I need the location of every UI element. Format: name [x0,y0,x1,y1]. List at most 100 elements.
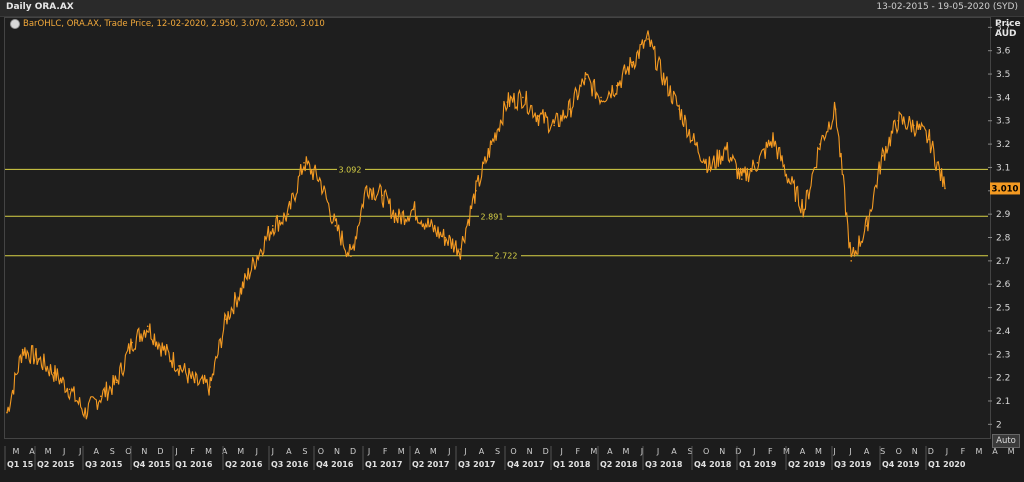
x-month-label: A [415,447,421,456]
x-month-label: D [735,447,741,456]
x-month-label: A [286,447,292,456]
price-point [412,208,415,211]
price-point [240,288,243,290]
legend-toggle-icon[interactable] [10,19,20,29]
price-point [303,161,305,164]
x-month-label: D [543,447,549,456]
price-point [350,255,352,257]
y-tick-label: 2.5 [996,304,1010,314]
x-quarter-label: Q3 2015 [85,460,123,469]
price-point [772,138,774,141]
price-point [584,77,587,80]
x-month-label: A [607,447,613,456]
x-month-label: J [271,447,274,456]
y-tick-label: 3.6 [996,47,1011,57]
price-point [506,101,509,103]
x-month-label: J [656,447,659,456]
x-month-label: O [318,447,324,456]
y-tick-label: 2.4 [996,327,1011,337]
x-month-label: M [976,447,983,456]
hline-label: 2.891 [481,212,504,221]
x-month-label: J [832,447,835,456]
x-quarter-label: Q1 2020 [928,460,966,469]
x-quarter-label: Q1 2017 [365,460,402,469]
y-axis-title: Price AUD [995,19,1021,39]
price-point [600,96,602,99]
price-point [553,124,555,127]
x-month-label: J [255,447,258,456]
price-point [897,119,899,122]
x-quarter-label: Q2 2019 [788,460,826,469]
y-tick-label: 2.9 [996,210,1011,220]
y-tick-label: 3.4 [996,93,1011,103]
x-month-label: J [447,447,450,456]
x-month-label: A [992,447,998,456]
x-month-label: M [13,447,20,456]
price-point [287,213,290,215]
price-point [694,143,696,145]
x-month-label: D [928,447,934,456]
x-month-label: F [383,447,388,456]
y-tick-label: 2.1 [996,397,1010,407]
legend[interactable]: BarOHLC, ORA.AX, Trade Price, 12-02-2020… [10,19,325,29]
x-month-label: N [141,447,147,456]
legend-text: BarOHLC, ORA.AX, Trade Price, 12-02-2020… [23,19,325,29]
price-point [162,348,165,351]
plot-area[interactable] [4,17,991,439]
price-point [68,388,71,391]
price-point [912,124,915,127]
x-month-label: M [205,447,212,456]
y-tick-label: 2.7 [996,257,1010,267]
y-tick-label: 3.1 [996,163,1010,173]
x-month-label: D [350,447,356,456]
price-point [881,154,884,157]
price-point [365,185,368,187]
x-month-label: M [1008,447,1015,456]
price-point [490,143,493,145]
x-quarter-label: Q1 2019 [739,460,777,469]
x-month-label: N [527,447,533,456]
x-month-label: J [945,447,948,456]
x-month-label: M [398,447,405,456]
y-tick-label: 3.5 [996,70,1010,80]
x-month-label: D [157,447,163,456]
y-tick-label: 2.8 [996,234,1011,244]
price-point [725,147,727,150]
price-point [271,225,274,227]
x-month-label: M [590,447,597,456]
price-point [850,260,852,262]
x-month-label: O [510,447,516,456]
price-point [193,381,196,384]
x-month-label: A [800,447,806,456]
x-month-label: N [912,447,918,456]
y-tick-label: 3.3 [996,117,1010,127]
window-title: Daily ORA.AX [6,2,74,12]
price-point [37,358,40,360]
x-month-label: M [45,447,52,456]
x-month-label: M [815,447,822,456]
x-month-label: S [880,447,885,456]
x-month-label: A [864,447,870,456]
x-month-label: A [671,447,677,456]
auto-scale-button[interactable]: Auto [992,434,1020,448]
price-point [803,208,806,211]
price-point [647,38,649,40]
x-month-label: A [222,447,228,456]
price-point [944,187,946,190]
x-quarter-label: Q3 2018 [645,460,683,469]
price-point [178,365,180,367]
x-month-label: O [125,447,131,456]
y-tick-label: 3.7 [996,23,1010,33]
price-point [225,318,227,321]
price-point [334,225,337,227]
x-month-label: A [479,447,485,456]
x-month-label: J [560,447,563,456]
y-tick-label: 2 [996,420,1002,430]
hline-label: 2.722 [495,252,518,261]
x-month-label: J [752,447,755,456]
x-quarter-label: Q2 2016 [225,460,263,469]
price-point [256,255,258,257]
price-point [318,178,321,180]
y-tick-label: 2.2 [996,374,1010,384]
